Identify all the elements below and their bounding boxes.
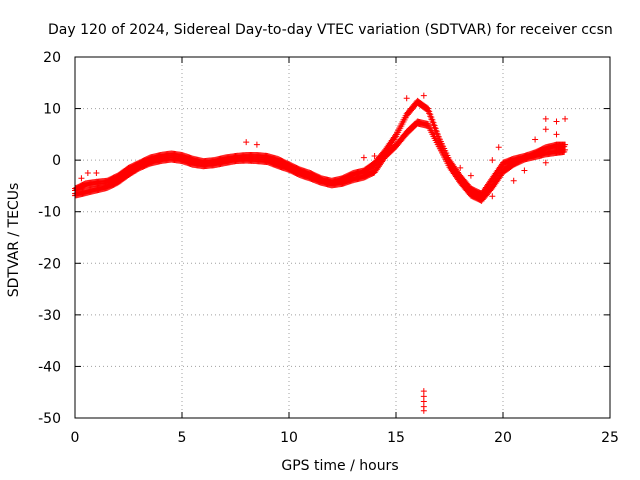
track-c-point: [542, 115, 549, 122]
track-c-point: [562, 115, 569, 122]
y-tick-label: -40: [38, 359, 61, 375]
track-c-point: [553, 118, 560, 125]
x-axis-title: GPS time / hours: [281, 458, 398, 474]
plot-frame: [74, 56, 611, 419]
track-a-point: [429, 118, 436, 125]
track-c-point: [360, 154, 367, 161]
data-points: [72, 92, 569, 414]
track-a-point: [427, 113, 434, 120]
track-c-point: [243, 139, 250, 146]
track-a-point: [428, 116, 435, 123]
x-tick-label: 20: [494, 430, 512, 446]
x-tick-label: 15: [387, 430, 405, 446]
track-a-point: [562, 141, 569, 148]
outliers-point: [420, 393, 427, 400]
y-tick-label: 10: [43, 102, 61, 118]
x-tick-label: 25: [601, 430, 619, 446]
track-c-point: [489, 193, 496, 200]
track-c-point: [420, 92, 427, 99]
track-c-point: [532, 136, 539, 143]
outliers-point: [420, 407, 427, 414]
track-b-point: [562, 146, 569, 153]
track-c-point: [78, 175, 85, 182]
y-tick-label: -10: [38, 205, 61, 221]
y-tick-label: -30: [38, 308, 61, 324]
track-c-point: [542, 126, 549, 133]
outliers-point: [420, 398, 427, 405]
y-tick-label: -20: [38, 256, 61, 272]
track-c-point: [403, 95, 410, 102]
x-tick-label: 5: [178, 430, 187, 446]
y-tick-label: -50: [38, 411, 61, 427]
track-a-point: [426, 110, 433, 117]
track-a-point: [433, 130, 440, 137]
x-tick-label: 0: [71, 430, 80, 446]
track-c-point: [553, 131, 560, 138]
y-axis-title: SDTVAR / TECUs: [6, 183, 22, 298]
x-tick-label: 10: [280, 430, 298, 446]
outliers-point: [420, 388, 427, 395]
y-tick-label: 20: [43, 50, 61, 66]
y-tick-label: 0: [52, 153, 61, 169]
chart-title: Day 120 of 2024, Sidereal Day-to-day VTE…: [48, 22, 613, 38]
track-c-point: [495, 144, 502, 151]
track-c-point: [93, 170, 100, 177]
track-c-point: [542, 159, 549, 166]
track-a-point: [431, 124, 438, 131]
track-c-point: [457, 164, 464, 171]
track-c-point: [489, 157, 496, 164]
grid: [75, 57, 610, 418]
track-c-point: [510, 177, 517, 184]
track-a-point: [425, 107, 432, 114]
track-c-point: [371, 153, 378, 160]
track-c-point: [521, 167, 528, 174]
axis-ticks: 0 5 10 15 20 25 -50 -40 -30 -20 -10 0 10 20: [38, 50, 619, 446]
track-a-point: [430, 121, 437, 128]
track-c-point: [467, 172, 474, 179]
track-c-point: [84, 170, 91, 177]
track-c-point: [253, 141, 260, 148]
